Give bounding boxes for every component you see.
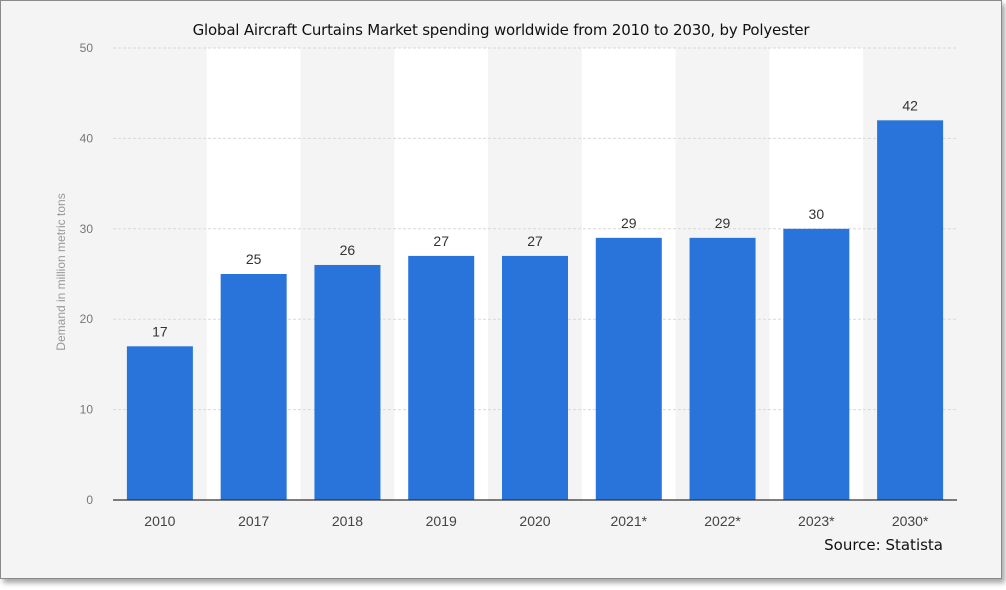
data-label: 27	[527, 233, 543, 249]
bar	[595, 237, 662, 500]
x-tick-label: 2023*	[798, 513, 835, 529]
data-label: 17	[152, 323, 168, 339]
bar	[408, 255, 475, 500]
y-tick-label: 40	[80, 131, 94, 145]
x-tick-label: 2018	[332, 513, 363, 529]
chart-frame: Global Aircraft Curtains Market spending…	[0, 0, 1002, 579]
y-tick-label: 50	[80, 41, 94, 55]
y-tick-label: 10	[80, 403, 94, 417]
bar	[783, 228, 850, 501]
bar	[126, 346, 193, 500]
data-label: 30	[809, 206, 825, 222]
bar	[314, 264, 381, 500]
chart-title: Global Aircraft Curtains Market spending…	[192, 21, 810, 39]
y-tick-label: 20	[80, 312, 94, 326]
data-label: 25	[246, 251, 262, 267]
x-tick-label: 2020	[519, 513, 550, 529]
x-tick-label: 2010	[144, 513, 175, 529]
bar	[502, 255, 568, 500]
data-label: 29	[715, 215, 731, 231]
x-tick-label: 2017	[238, 513, 269, 529]
data-label: 27	[433, 233, 449, 249]
x-tick-label: 2022*	[704, 513, 741, 529]
x-tick-label: 2019	[426, 513, 457, 529]
y-tick-label: 30	[80, 222, 94, 236]
bar	[689, 237, 756, 500]
source-label: Source: Statista	[824, 536, 943, 554]
data-label: 26	[340, 242, 356, 258]
bar-chart: 0 10 20 30 40 50 17 2010 25 2017 26 2018 27 2019 27 202…	[54, 41, 957, 529]
y-axis-title: Demand in million metric tons	[54, 193, 68, 350]
bar	[220, 274, 287, 500]
x-tick-label: 2021*	[610, 513, 647, 529]
x-tick-label: 2030*	[892, 513, 929, 529]
data-label: 29	[621, 215, 637, 231]
bar	[877, 120, 944, 500]
data-label: 42	[902, 97, 918, 113]
y-tick-label: 0	[86, 493, 93, 507]
